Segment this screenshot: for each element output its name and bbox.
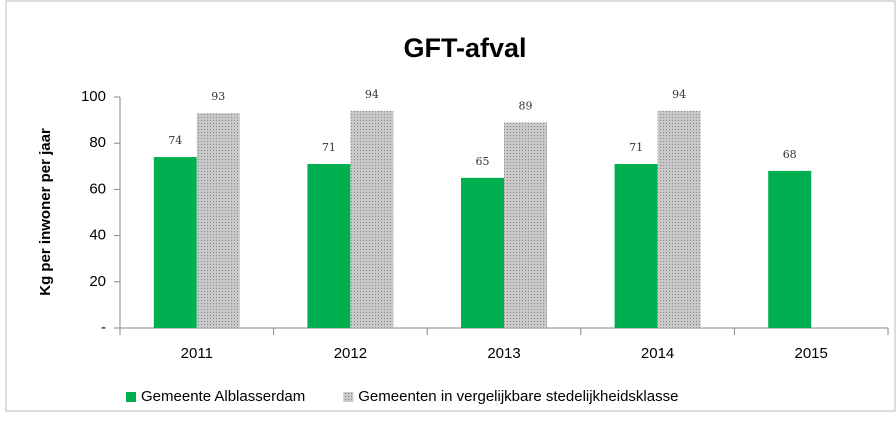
y-tick-label: 20 [89, 273, 106, 290]
y-tick-label: 100 [81, 88, 106, 105]
value-label: 94 [365, 88, 379, 101]
value-label: 71 [629, 141, 643, 154]
legend-label: Gemeenten in vergelijkbare stedelijkheid… [358, 388, 678, 405]
x-tick-label: 2012 [334, 345, 367, 362]
x-tick-label: 2015 [795, 345, 828, 362]
y-tick-label: 40 [89, 227, 106, 244]
value-label: 94 [672, 88, 686, 101]
value-label: 89 [519, 99, 533, 112]
bar [307, 163, 351, 328]
bar [153, 157, 197, 328]
bar [461, 177, 504, 328]
x-tick-label: 2011 [181, 345, 213, 362]
legend-label: Gemeente Alblasserdam [141, 388, 305, 405]
bar [504, 122, 547, 328]
y-tick-label: 60 [89, 180, 106, 197]
y-axis-label: Kg per inwoner per jaar [37, 128, 54, 296]
bar [196, 113, 240, 328]
value-label: 71 [322, 141, 336, 154]
value-label: 68 [783, 148, 797, 161]
x-tick-label: 2014 [641, 345, 674, 362]
value-label: 65 [476, 155, 490, 168]
value-label: 74 [168, 134, 182, 147]
bar [614, 163, 658, 328]
legend-swatch [126, 392, 136, 402]
bar [657, 110, 701, 328]
bar [350, 110, 394, 328]
y-tick-label: - [101, 319, 106, 336]
bar [768, 170, 812, 328]
y-tick-label: 80 [89, 134, 106, 151]
x-tick-label: 2013 [487, 345, 520, 362]
chart-title: GFT-afval [403, 33, 526, 63]
value-label: 93 [211, 90, 225, 103]
legend-swatch [343, 392, 354, 402]
